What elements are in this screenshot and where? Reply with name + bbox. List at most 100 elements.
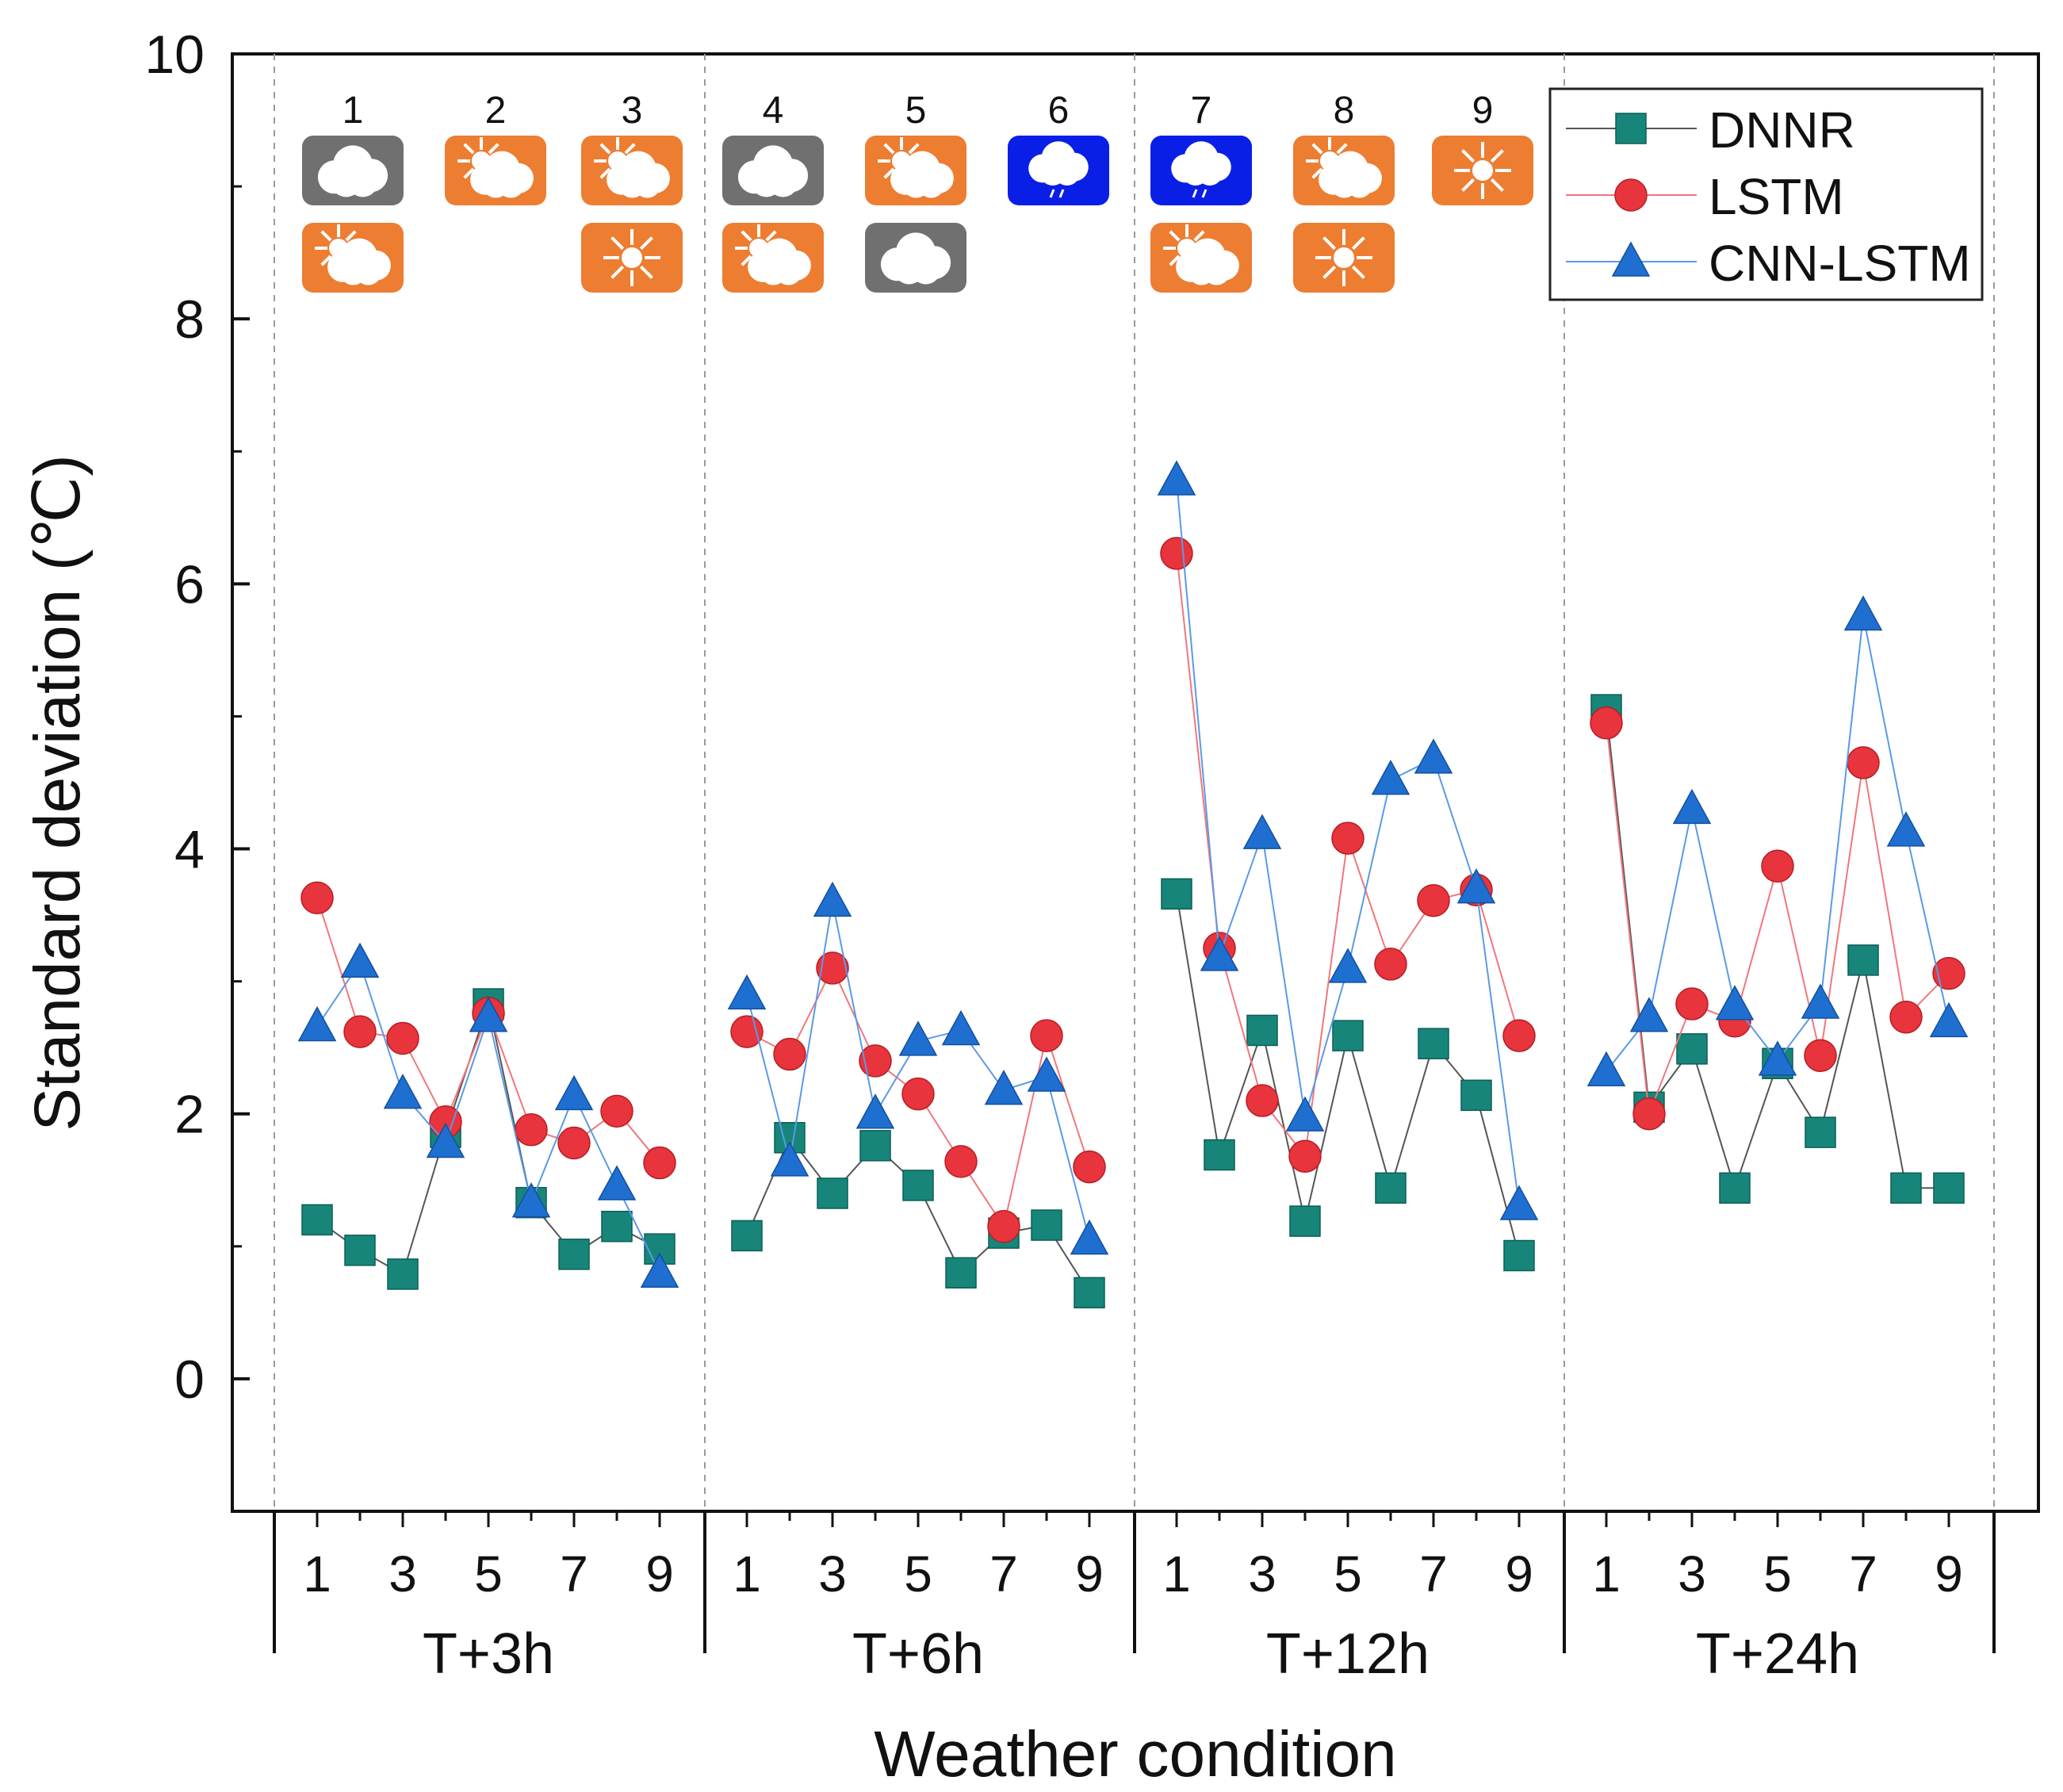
data-point bbox=[1586, 1051, 1626, 1087]
partly-cloudy-icon bbox=[1293, 136, 1395, 205]
series-dnnr bbox=[301, 694, 1965, 1309]
data-point bbox=[1629, 997, 1669, 1032]
data-point bbox=[1073, 1150, 1106, 1184]
data-point bbox=[1460, 1079, 1492, 1112]
data-point bbox=[1285, 1096, 1325, 1131]
weather-number: 9 bbox=[1472, 90, 1494, 132]
partly-cloudy-icon bbox=[865, 136, 966, 205]
data-point bbox=[1070, 1219, 1109, 1255]
y-axis-label: Standard deviation (℃) bbox=[21, 454, 94, 1131]
data-point bbox=[1929, 1001, 1969, 1038]
group-label-0: T+3h bbox=[423, 1622, 554, 1686]
data-point bbox=[859, 1044, 892, 1078]
data-point bbox=[1889, 1001, 1923, 1034]
data-point bbox=[945, 1257, 977, 1288]
data-point bbox=[1157, 460, 1196, 496]
y-tick-label: 0 bbox=[174, 1350, 205, 1410]
data-point bbox=[774, 1122, 806, 1154]
data-point bbox=[554, 1074, 594, 1111]
data-point bbox=[344, 1235, 376, 1266]
group-label-1: T+6h bbox=[852, 1622, 984, 1686]
data-point bbox=[387, 1258, 419, 1290]
data-point bbox=[1932, 956, 1965, 990]
data-point bbox=[1332, 1020, 1364, 1051]
legend-label: LSTM bbox=[1709, 168, 1844, 225]
data-point bbox=[1804, 1039, 1837, 1072]
cloud-shape bbox=[607, 151, 670, 198]
weather-number: 4 bbox=[763, 90, 784, 132]
data-point bbox=[1675, 987, 1709, 1020]
x-tick-label: 3 bbox=[388, 1545, 417, 1602]
data-point bbox=[859, 1130, 891, 1162]
data-point bbox=[600, 1094, 633, 1128]
cloud-shape bbox=[1171, 141, 1231, 186]
data-point bbox=[515, 1113, 548, 1147]
x-tick-label: 3 bbox=[1248, 1545, 1276, 1602]
data-point bbox=[297, 1005, 337, 1042]
x-tick-label: 7 bbox=[1419, 1545, 1448, 1602]
legend-marker bbox=[1615, 113, 1647, 144]
sun-icon bbox=[1293, 223, 1395, 293]
data-point bbox=[643, 1146, 676, 1180]
data-point bbox=[1246, 1084, 1279, 1117]
y-tick-label: 4 bbox=[174, 820, 205, 880]
weather-number: 8 bbox=[1334, 90, 1355, 132]
legend: DNNR LSTM CNN-LSTM bbox=[1548, 87, 1984, 301]
data-point bbox=[1027, 1056, 1066, 1092]
sun-icon bbox=[581, 223, 683, 293]
x-axis-label: Weather condition bbox=[874, 1718, 1396, 1790]
y-tick-label: 8 bbox=[174, 289, 205, 350]
data-point bbox=[1414, 738, 1453, 774]
cloud-shape bbox=[1319, 151, 1382, 198]
weather-number: 5 bbox=[905, 90, 927, 132]
data-point bbox=[987, 1210, 1020, 1243]
cloud-shape bbox=[880, 232, 951, 285]
weather-number: 6 bbox=[1048, 90, 1070, 132]
partly-cloudy-icon bbox=[445, 136, 546, 205]
data-point bbox=[1289, 1205, 1321, 1237]
weather-number: 7 bbox=[1191, 90, 1212, 132]
weather-number: 1 bbox=[343, 90, 364, 132]
weather-icon-strip: 1 2 3 4 5 6 7 8 9 bbox=[302, 90, 1533, 293]
x-tick-label: 7 bbox=[560, 1545, 588, 1602]
series-cnn-lstm bbox=[297, 460, 1969, 1288]
x-tick-label: 5 bbox=[904, 1545, 932, 1602]
data-point bbox=[941, 1009, 981, 1046]
data-point bbox=[1676, 1033, 1708, 1065]
data-point bbox=[1288, 1139, 1322, 1173]
x-tick-label: 1 bbox=[1162, 1545, 1191, 1602]
data-point bbox=[817, 1177, 848, 1209]
data-point bbox=[1761, 849, 1794, 883]
data-point bbox=[640, 1252, 679, 1288]
data-point bbox=[1672, 788, 1712, 825]
data-point bbox=[557, 1126, 591, 1160]
data-point bbox=[1030, 1019, 1063, 1052]
data-point bbox=[1758, 1040, 1797, 1076]
x-tick-label: 5 bbox=[1334, 1545, 1362, 1602]
y-axis: 0 2 4 6 8 10 bbox=[144, 25, 250, 1410]
group-label-3: T+24h bbox=[1696, 1622, 1859, 1686]
x-tick-label: 3 bbox=[818, 1545, 847, 1602]
data-point bbox=[898, 1020, 938, 1056]
data-point bbox=[816, 952, 849, 985]
data-point bbox=[1160, 537, 1193, 570]
series-lstm bbox=[300, 537, 1965, 1243]
partly-cloudy-icon bbox=[1150, 223, 1252, 293]
x-tick-label: 1 bbox=[1592, 1545, 1621, 1602]
data-point bbox=[1161, 878, 1192, 910]
data-point bbox=[902, 1170, 934, 1201]
data-point bbox=[1933, 1172, 1965, 1204]
data-point bbox=[1371, 760, 1410, 795]
data-point bbox=[511, 1182, 551, 1218]
x-tick-label: 7 bbox=[989, 1545, 1018, 1602]
data-point bbox=[1847, 944, 1879, 976]
legend-label: CNN-LSTM bbox=[1709, 235, 1971, 292]
weather-number: 3 bbox=[622, 90, 643, 132]
weather-number: 2 bbox=[485, 90, 507, 132]
data-point bbox=[1331, 821, 1364, 855]
data-point bbox=[1843, 595, 1883, 631]
data-point bbox=[597, 1165, 637, 1200]
x-tick-label: 7 bbox=[1849, 1545, 1877, 1602]
cloud-shape bbox=[890, 151, 954, 198]
